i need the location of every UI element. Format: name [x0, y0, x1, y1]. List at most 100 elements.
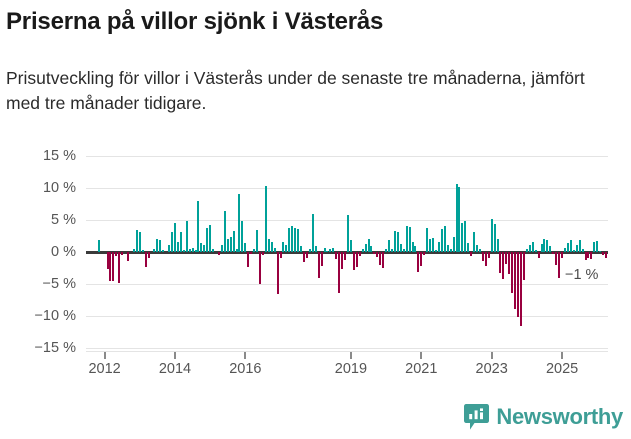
chart-bar — [534, 250, 537, 252]
y-axis-tick-label: 15 % — [42, 148, 76, 164]
gridline — [86, 284, 608, 285]
chart-bar — [437, 242, 440, 252]
chart-bar — [461, 222, 464, 252]
chart-bar — [206, 228, 209, 252]
chart-bar — [323, 247, 326, 252]
chart-bar — [352, 252, 355, 270]
chart-bar — [320, 252, 323, 267]
x-axis-tick-mark — [561, 352, 564, 359]
chart-bar — [602, 252, 605, 255]
chart-bar — [229, 237, 232, 252]
chart-bar — [411, 242, 414, 252]
chart-bar — [212, 249, 215, 252]
chart-bar — [467, 243, 470, 252]
chart-bar — [555, 252, 558, 266]
gridline — [86, 348, 608, 349]
chart-bar — [235, 249, 238, 252]
chart-bar — [217, 252, 220, 256]
y-axis-tick-label: −15 % — [34, 340, 76, 356]
chart-bar — [417, 252, 420, 273]
chart-bar — [496, 239, 499, 252]
chart-bar — [256, 230, 259, 252]
chart-bar — [385, 249, 388, 252]
chart-bar — [261, 252, 264, 255]
chart-bar — [209, 225, 212, 252]
chart-axes: 15 % 10 % 5 % 0 % −5 % −10 % −15 % 2012 2014 2016… — [34, 148, 608, 377]
chart-bar — [414, 246, 417, 252]
chart-bar — [308, 248, 311, 252]
chart-bar — [405, 226, 408, 252]
chart-bar — [270, 242, 273, 252]
chart-bar — [476, 244, 479, 252]
chart-bar — [226, 239, 229, 252]
chart-bar — [396, 232, 399, 252]
chart-bar — [379, 252, 382, 265]
newsworthy-logo[interactable]: Newsworthy — [464, 404, 623, 430]
chart-bar — [376, 252, 379, 258]
chart-bar — [546, 239, 549, 252]
gridline — [86, 156, 608, 157]
chart-bar — [423, 252, 426, 256]
chart-bar — [200, 243, 203, 252]
chart-bar — [135, 230, 138, 252]
chart-bar — [179, 232, 182, 252]
chart-bar — [393, 230, 396, 252]
chart-bar — [326, 250, 329, 252]
chart-bar — [156, 239, 159, 252]
chart-bar — [347, 214, 349, 252]
chart-bar — [490, 219, 493, 252]
chart-bar — [511, 252, 514, 293]
chart-bar — [455, 184, 458, 252]
chart-bar — [332, 248, 335, 252]
x-axis-tick-label: 2025 — [545, 361, 579, 377]
chart-bar — [121, 252, 124, 255]
x-axis-line — [86, 351, 608, 352]
chart-bar — [561, 252, 564, 259]
chart-bar — [373, 252, 376, 254]
bar-chart-speech-bubble-icon — [464, 404, 490, 430]
chart-bar — [197, 200, 200, 252]
chart-bar — [470, 252, 473, 256]
chart-bar — [132, 249, 135, 252]
chart-bar — [581, 249, 584, 252]
x-axis-tick-mark — [420, 352, 423, 359]
chart-subtitle: Prisutveckling för villor i Västerås und… — [6, 68, 585, 114]
chart-bar — [390, 248, 393, 252]
chart-bar — [223, 211, 226, 252]
chart-bar — [329, 249, 332, 252]
chart-bar — [127, 252, 130, 261]
chart-bar — [408, 227, 411, 252]
chart-bar — [402, 249, 405, 252]
y-axis-tick-label: 0 % — [51, 244, 76, 260]
gridline — [86, 188, 608, 189]
chart-bar — [599, 250, 602, 252]
chart-bar — [176, 241, 179, 252]
chart-bar — [267, 238, 270, 252]
page-title: Priserna på villor sjönk i Västerås — [6, 8, 384, 35]
chart-bar — [159, 239, 162, 252]
chart-bar — [338, 252, 341, 293]
chart-bar — [220, 244, 223, 252]
chart-bar — [141, 250, 144, 252]
chart-bar — [194, 250, 197, 252]
chart-bar — [109, 252, 112, 282]
chart-bar — [569, 239, 572, 252]
chart-bar — [355, 252, 358, 267]
chart-bar — [364, 244, 367, 252]
chart-bar — [185, 221, 188, 252]
chart-bar — [370, 245, 373, 252]
chart-bar — [173, 223, 176, 252]
chart-bar — [294, 227, 297, 252]
chart-bar — [247, 252, 250, 268]
chart-bar — [499, 252, 502, 274]
chart-bar — [478, 248, 481, 252]
chart-bar — [434, 250, 437, 252]
x-axis-tick-label: 2019 — [334, 361, 368, 377]
chart-bar — [481, 252, 484, 261]
chart-bar — [171, 232, 174, 252]
chart-bar — [182, 250, 185, 252]
chart-bar — [344, 252, 347, 261]
chart-bar — [188, 248, 191, 252]
chart-bar — [282, 241, 285, 252]
chart-bar — [138, 232, 141, 252]
